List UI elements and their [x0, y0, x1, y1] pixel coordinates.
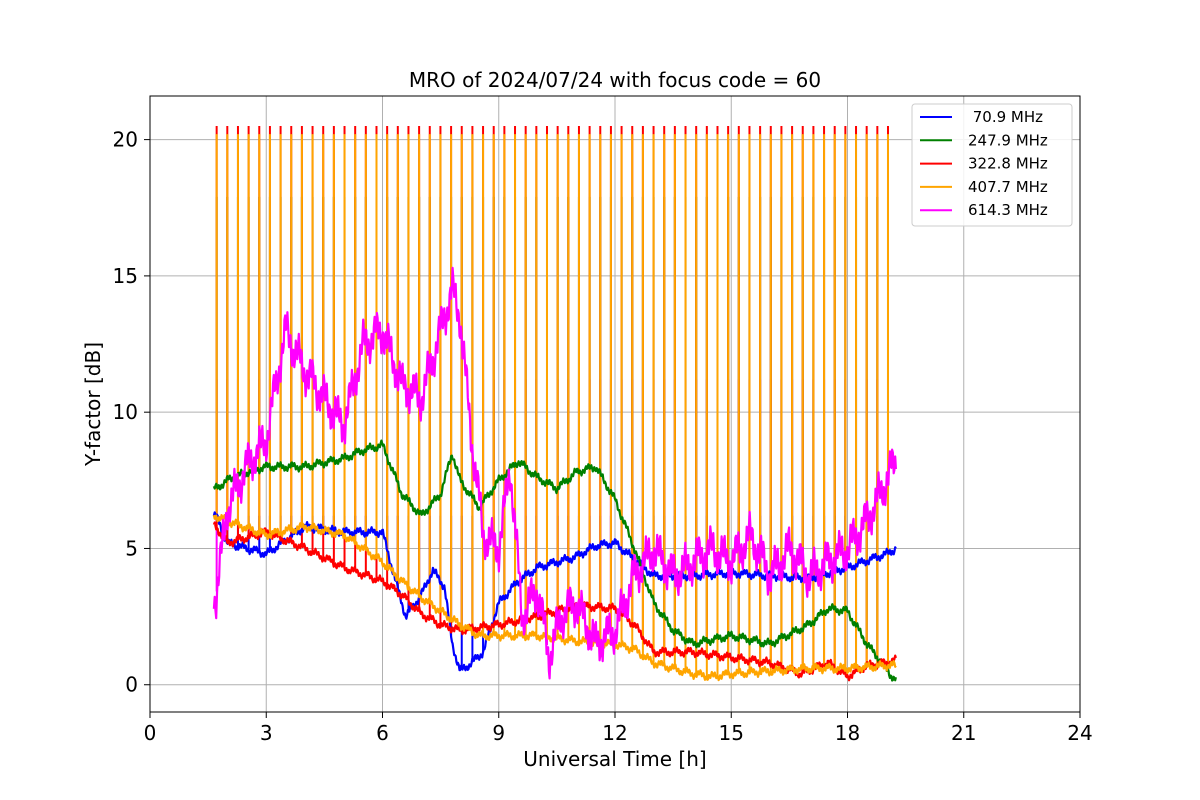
legend-label: 322.8 MHz: [968, 155, 1048, 173]
series-line: [212, 266, 897, 680]
y-tick-label: 5: [125, 536, 138, 560]
y-tick-label: 20: [113, 128, 138, 152]
x-tick-label: 21: [951, 721, 976, 745]
x-tick-label: 15: [719, 721, 744, 745]
series-line: [212, 439, 897, 682]
series-lines: [212, 266, 897, 682]
chart-title: MRO of 2024/07/24 with focus code = 60: [409, 68, 821, 92]
y-axis-label: Y-factor [dB]: [81, 342, 105, 467]
legend-label: 407.7 MHz: [968, 178, 1048, 196]
x-tick-label: 6: [376, 721, 389, 745]
x-tick-label: 3: [260, 721, 273, 745]
x-tick-label: 12: [602, 721, 627, 745]
x-tick-label: 24: [1067, 721, 1092, 745]
y-tick-label: 0: [125, 673, 138, 697]
legend: 70.9 MHz 247.9 MHz 322.8 MHz 407.7 MHz 614.3…: [911, 103, 1073, 227]
legend-label: 70.9 MHz: [968, 108, 1043, 126]
x-tick-label: 18: [835, 721, 860, 745]
axis-ticks: 0 3 6 9 12 15 18 21 24 0 5 10 15 20: [113, 128, 1093, 745]
legend-label: 247.9 MHz: [968, 131, 1048, 149]
x-axis-label: Universal Time [h]: [523, 747, 706, 771]
y-tick-label: 10: [113, 400, 138, 424]
y-tick-label: 15: [113, 264, 138, 288]
legend-box: [911, 103, 1073, 227]
series-line: [212, 521, 897, 682]
x-tick-label: 0: [144, 721, 157, 745]
x-tick-label: 9: [492, 721, 505, 745]
legend-label: 614.3 MHz: [968, 201, 1048, 219]
